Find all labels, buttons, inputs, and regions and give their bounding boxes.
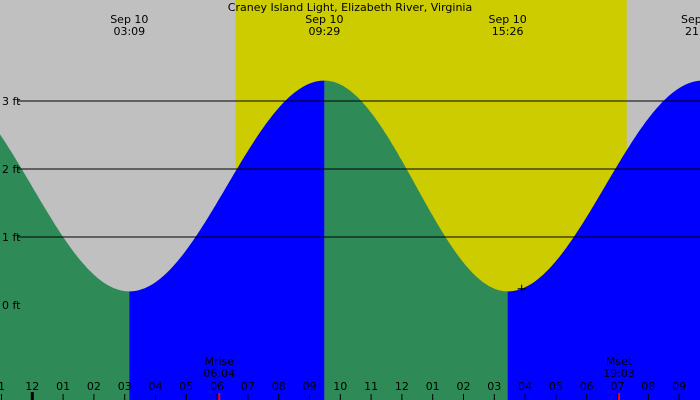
tide-event-time: 15:26 (492, 25, 524, 38)
height-gridlines (18, 100, 700, 238)
hour-tick-label: 04 (149, 380, 163, 393)
hour-tick-label: 09 (672, 380, 686, 393)
tide-event-time: 09:29 (309, 25, 341, 38)
hour-tick-label: 06 (210, 380, 224, 393)
falling-tide-area (324, 80, 508, 400)
hour-tick-label: 01 (56, 380, 70, 393)
hour-tick-label: 05 (549, 380, 563, 393)
chart-title: Craney Island Light, Elizabeth River, Vi… (228, 1, 472, 14)
tide-event-date: Sep 10 (110, 13, 148, 26)
hour-tick-label: 06 (580, 380, 594, 393)
y-tick-label: 2 ft (2, 163, 21, 176)
hour-tick-label: 05 (179, 380, 193, 393)
hour-tick-label: 07 (611, 380, 625, 393)
moon-event-label: Mset (606, 355, 633, 368)
hour-tick-label: 04 (518, 380, 532, 393)
tide-event-time: 21 (685, 25, 699, 38)
tide-event-time: 03:09 (113, 25, 145, 38)
hour-tick-label: 11 (364, 380, 378, 393)
y-tick-label: 1 ft (2, 231, 21, 244)
hour-tick-label: 07 (241, 380, 255, 393)
moon-event-label: Mrise (204, 355, 234, 368)
y-axis-labels: 3 ft 2 ft 1 ft 0 ft (2, 95, 21, 312)
moon-event-time: 06:04 (203, 367, 235, 380)
hour-tick-label: 02 (457, 380, 471, 393)
hour-tick-label: 03 (118, 380, 132, 393)
rising-tide-area (507, 80, 700, 400)
hour-tick-label: 1 (0, 380, 5, 393)
falling-tide-area (0, 134, 130, 400)
y-tick-label: 3 ft (2, 95, 21, 108)
tide-event-date: Sep 10 (305, 13, 343, 26)
current-time-marker (517, 284, 526, 293)
moon-event-time: 19:03 (603, 367, 635, 380)
hour-tick-label: 09 (303, 380, 317, 393)
hour-tick-label: 08 (641, 380, 655, 393)
hour-axis: 1 12 01 02 03 04 05 06 07 08 09 10 11 12 01 02 03 04 05 06 0… (0, 380, 686, 400)
hour-tick-label: 03 (487, 380, 501, 393)
hour-tick-label: 12 (395, 380, 409, 393)
tide-areas (0, 80, 700, 400)
hour-tick-label: 12 (25, 380, 39, 393)
hour-tick-label: 08 (272, 380, 286, 393)
y-tick-label: 0 ft (2, 299, 21, 312)
hour-tick-label: 02 (87, 380, 101, 393)
rising-tide-area (129, 80, 325, 400)
midnight-tick (30, 392, 34, 400)
hour-tick-label: 01 (426, 380, 440, 393)
hour-tick-label: 10 (333, 380, 347, 393)
tide-event-date: Sep 10 (489, 13, 527, 26)
tide-event-date: Sep (681, 13, 700, 26)
